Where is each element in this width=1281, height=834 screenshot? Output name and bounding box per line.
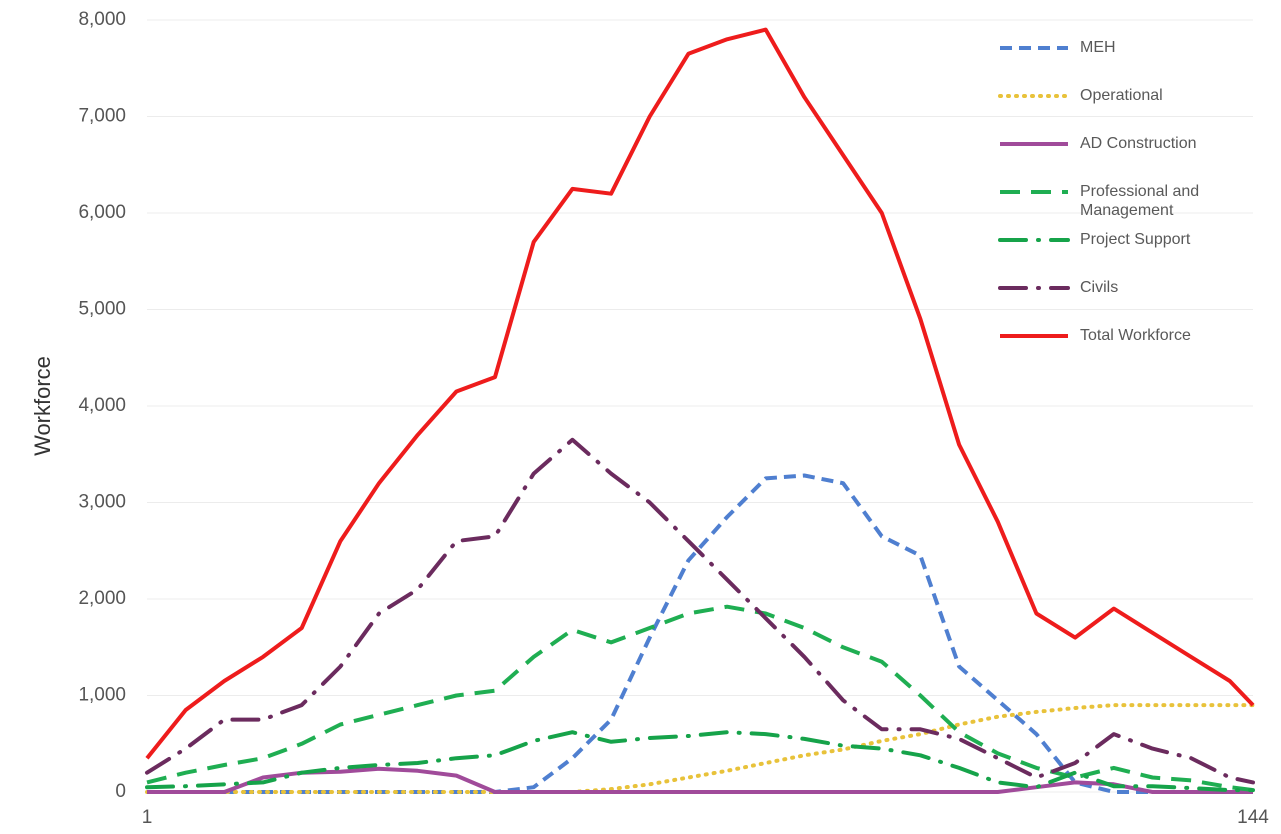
series-line — [145, 27, 1255, 760]
legend-label: MEH — [1080, 39, 1116, 56]
y-tick-label: 2,000 — [78, 588, 126, 609]
series-line — [145, 730, 1255, 793]
y-tick-label: 5,000 — [78, 299, 126, 320]
y-axis-label: Workforce — [30, 356, 55, 456]
y-tick-label: 6,000 — [78, 202, 126, 223]
legend-label-box: AD Construction — [1080, 135, 1197, 152]
y-tick-label: 7,000 — [78, 106, 126, 127]
legend-label-box: Civils — [1080, 279, 1119, 296]
legend-label: Project Support — [1080, 231, 1191, 248]
series-line — [145, 437, 1255, 785]
series-line — [146, 604, 1254, 793]
series-line — [147, 766, 1253, 794]
legend-label-box: Operational — [1080, 87, 1163, 104]
legend-label: Civils — [1080, 279, 1119, 296]
legend-label: Professional and Management — [1080, 183, 1200, 219]
legend-label: Total Workforce — [1080, 327, 1191, 344]
legend-label: AD Construction — [1080, 135, 1197, 152]
legend-label-box: Project Support — [1080, 231, 1191, 248]
legend-label-box: Professional and Management — [1080, 183, 1200, 219]
x-tick-label: 144 — [1237, 807, 1269, 828]
legend-label: Operational — [1080, 87, 1163, 104]
legend-label-box: MEH — [1080, 39, 1116, 56]
series-line — [147, 473, 1253, 794]
legend-label-box: Total Workforce — [1080, 327, 1191, 344]
x-tick-label: 1 — [142, 807, 153, 828]
y-tick-label: 3,000 — [78, 492, 126, 513]
y-tick-label: 8,000 — [78, 9, 126, 30]
y-tick-label: 1,000 — [78, 685, 126, 706]
y-tick-label: 4,000 — [78, 395, 126, 416]
series-line — [145, 703, 1255, 794]
y-tick-label: 0 — [115, 781, 126, 802]
